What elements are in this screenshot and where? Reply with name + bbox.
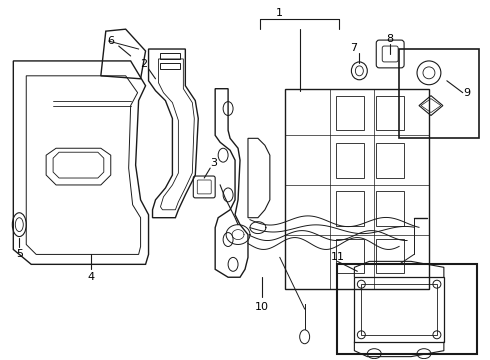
Text: 2: 2 <box>140 59 147 69</box>
Bar <box>337 96 365 130</box>
Text: 7: 7 <box>350 43 357 53</box>
Bar <box>161 63 180 69</box>
Bar <box>337 143 365 178</box>
Text: 10: 10 <box>255 302 269 312</box>
Bar <box>399 49 479 138</box>
Bar <box>376 96 404 130</box>
Text: 3: 3 <box>211 158 218 168</box>
Text: 1: 1 <box>276 8 283 18</box>
Bar <box>337 239 365 273</box>
Text: 9: 9 <box>463 88 470 98</box>
Bar <box>338 264 477 354</box>
Bar <box>354 277 444 342</box>
Bar <box>361 284 437 335</box>
Bar <box>161 53 180 59</box>
Bar <box>337 191 365 226</box>
Text: 4: 4 <box>87 272 95 282</box>
Text: 8: 8 <box>387 34 394 44</box>
Text: 5: 5 <box>16 249 23 260</box>
Bar <box>376 191 404 226</box>
Bar <box>376 239 404 273</box>
Bar <box>376 143 404 178</box>
Text: 6: 6 <box>107 36 114 46</box>
Text: 11: 11 <box>330 252 344 262</box>
